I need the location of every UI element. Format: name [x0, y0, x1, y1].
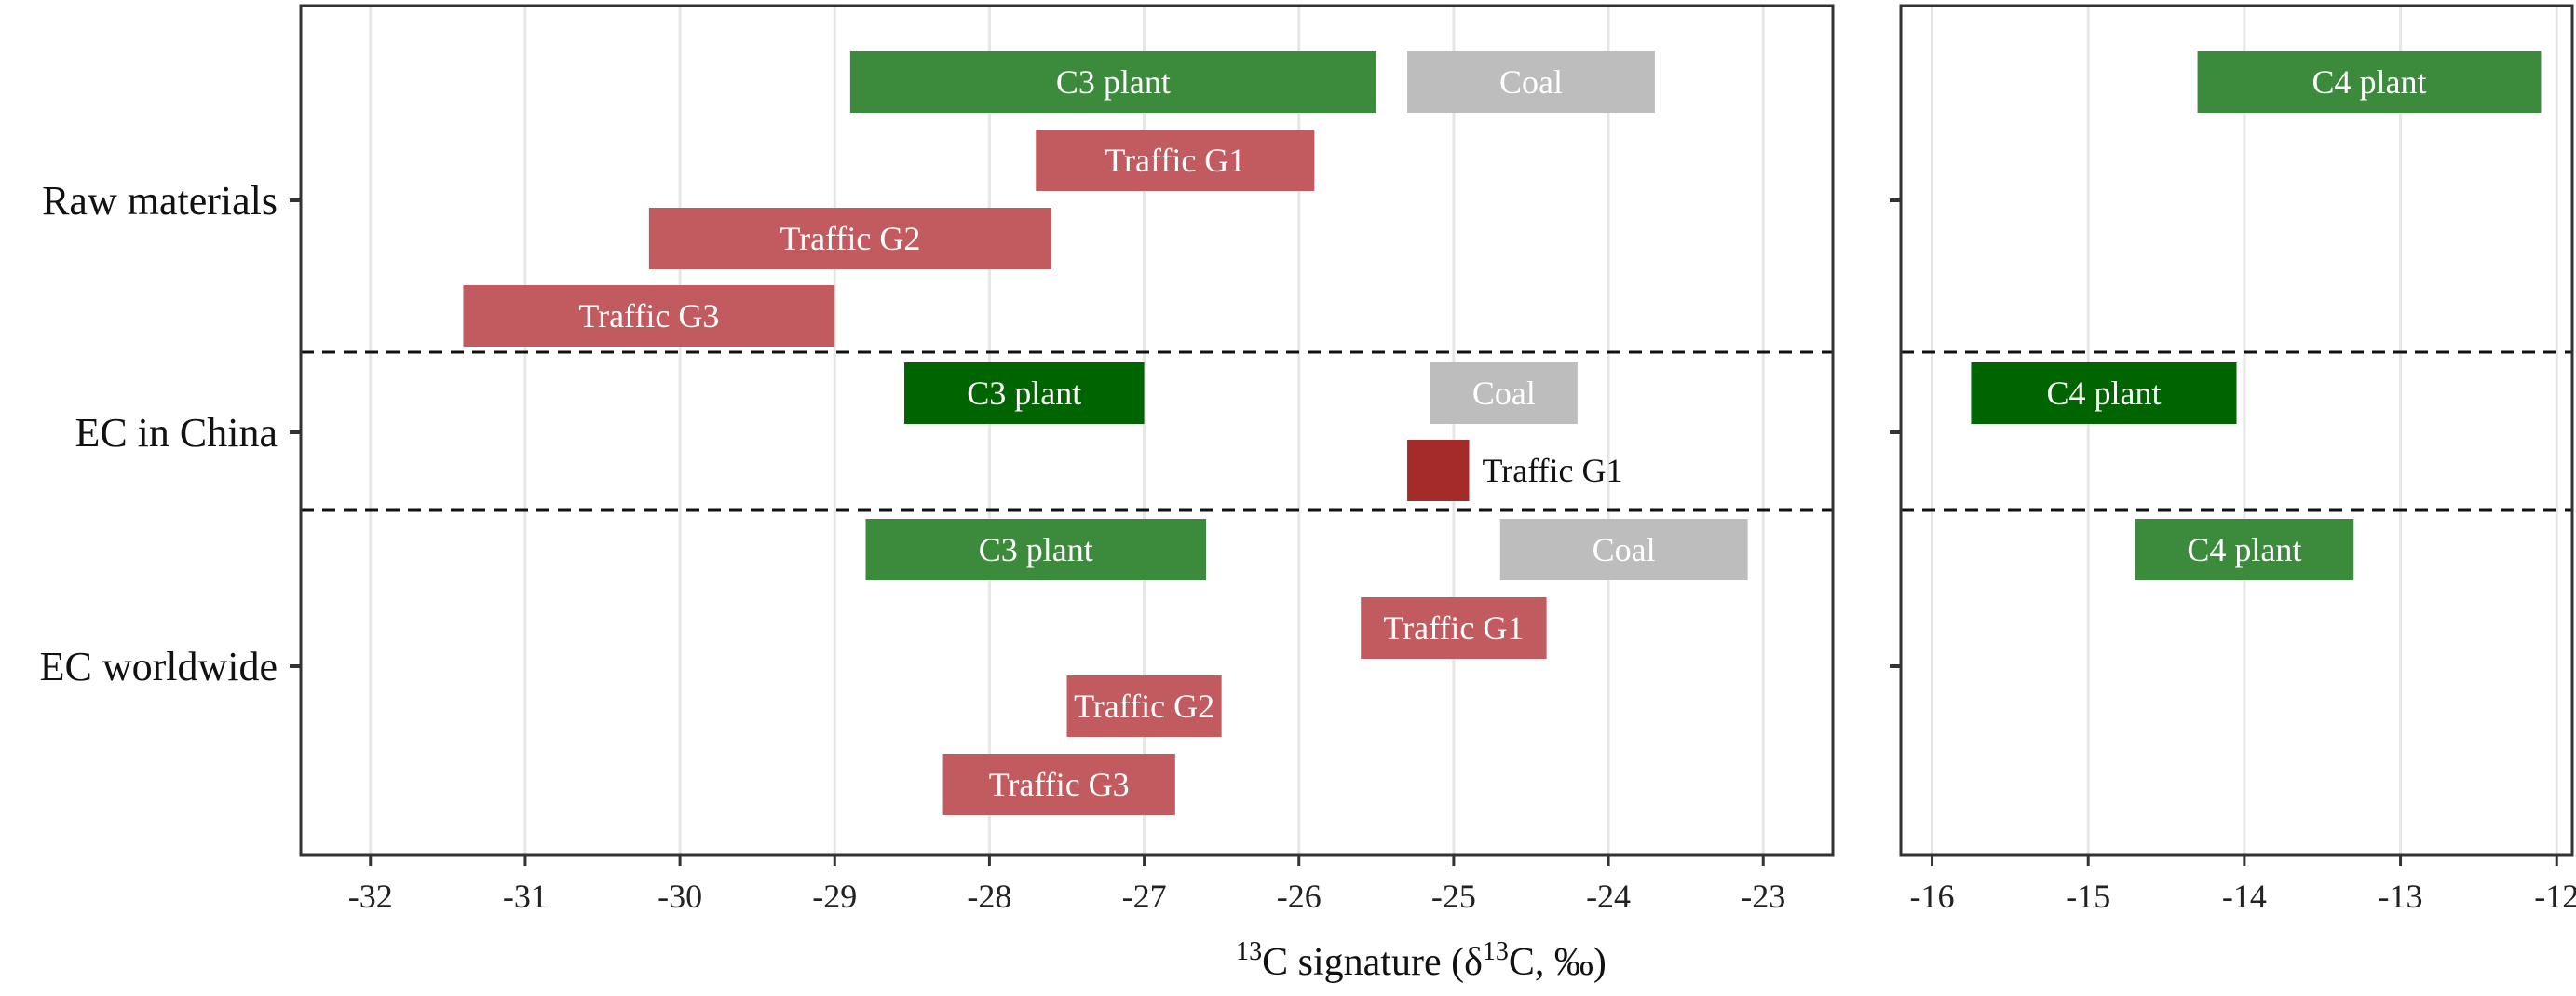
range-bar — [648, 208, 1051, 269]
x-axis-title-part1: C signature (δ — [1262, 941, 1483, 984]
range-bar — [1036, 130, 1315, 191]
range-bar — [1971, 362, 2237, 424]
range-bar — [942, 754, 1175, 815]
range-bar — [1361, 597, 1547, 659]
bar-label: C4 plant — [2046, 375, 2161, 412]
bar-label: C3 plant — [979, 531, 1093, 568]
bar-label: C3 plant — [1056, 63, 1171, 101]
x-axis-title-part2: C, ‰) — [1509, 941, 1607, 984]
x-tick-label: -32 — [348, 878, 393, 915]
x-tick-label: -16 — [1910, 878, 1955, 915]
x-axis-title: 13C signature (δ13C, ‰) — [1236, 937, 1607, 984]
y-group-label: Raw materials — [42, 178, 278, 224]
x-tick-label: -23 — [1741, 878, 1785, 915]
x-tick-label: -31 — [503, 878, 548, 915]
bar-label: C3 plant — [967, 375, 1081, 412]
range-bar — [1407, 51, 1655, 113]
x-tick-label: -24 — [1586, 878, 1631, 915]
range-bar — [849, 51, 1376, 113]
x-tick-label: -30 — [658, 878, 702, 915]
range-bar — [1407, 440, 1470, 501]
bar-label: Traffic G2 — [1074, 688, 1214, 725]
group-separators — [301, 350, 2572, 512]
x-tick-label: -25 — [1431, 878, 1476, 915]
bar-label: Traffic G3 — [578, 297, 719, 334]
x-tick-label: -14 — [2222, 878, 2267, 915]
range-bar — [1499, 519, 1748, 580]
range-bar — [2135, 519, 2354, 580]
range-bar — [1066, 675, 1222, 737]
bar-label: C4 plant — [2312, 63, 2427, 101]
bar-label: Traffic G1 — [1483, 452, 1623, 489]
bar-label: Traffic G1 — [1383, 609, 1524, 647]
x-tick-label: -13 — [2379, 878, 2423, 915]
bar-label: Traffic G2 — [780, 220, 920, 257]
x-axis-title-sup1: 13 — [1236, 937, 1262, 966]
x-tick-label: -28 — [967, 878, 1011, 915]
range-bars: C3 plant Coal Traffic G1 Traffic G2 Traffic … — [463, 51, 2542, 815]
x-axis-title-sup2: 13 — [1483, 937, 1509, 966]
bar-label: Coal — [1593, 531, 1656, 568]
x-tick-label: -27 — [1122, 878, 1167, 915]
bar-label: Coal — [1472, 375, 1536, 412]
bar-label: Coal — [1499, 63, 1563, 101]
x-tick-label: -12 — [2534, 878, 2576, 915]
y-group-label: EC worldwide — [40, 644, 278, 689]
grid-lines — [369, 6, 2558, 855]
x-tick-label: -26 — [1277, 878, 1322, 915]
y-group-label: EC in China — [75, 410, 278, 456]
range-bar — [865, 519, 1207, 580]
axes: -32 -31 -30 -29 -28 -27 -26 -25 -24 -23 -16 -15 -14 -… — [40, 178, 2576, 915]
x-tick-label: -29 — [812, 878, 857, 915]
range-bar — [2197, 51, 2542, 113]
x-tick-label: -15 — [2066, 878, 2110, 915]
bar-label: C4 plant — [2187, 531, 2301, 568]
range-bar — [463, 285, 835, 347]
range-bar — [1430, 362, 1578, 424]
bar-label: Traffic G1 — [1105, 142, 1245, 179]
bar-label: Traffic G3 — [989, 766, 1130, 803]
range-bar — [904, 362, 1145, 424]
